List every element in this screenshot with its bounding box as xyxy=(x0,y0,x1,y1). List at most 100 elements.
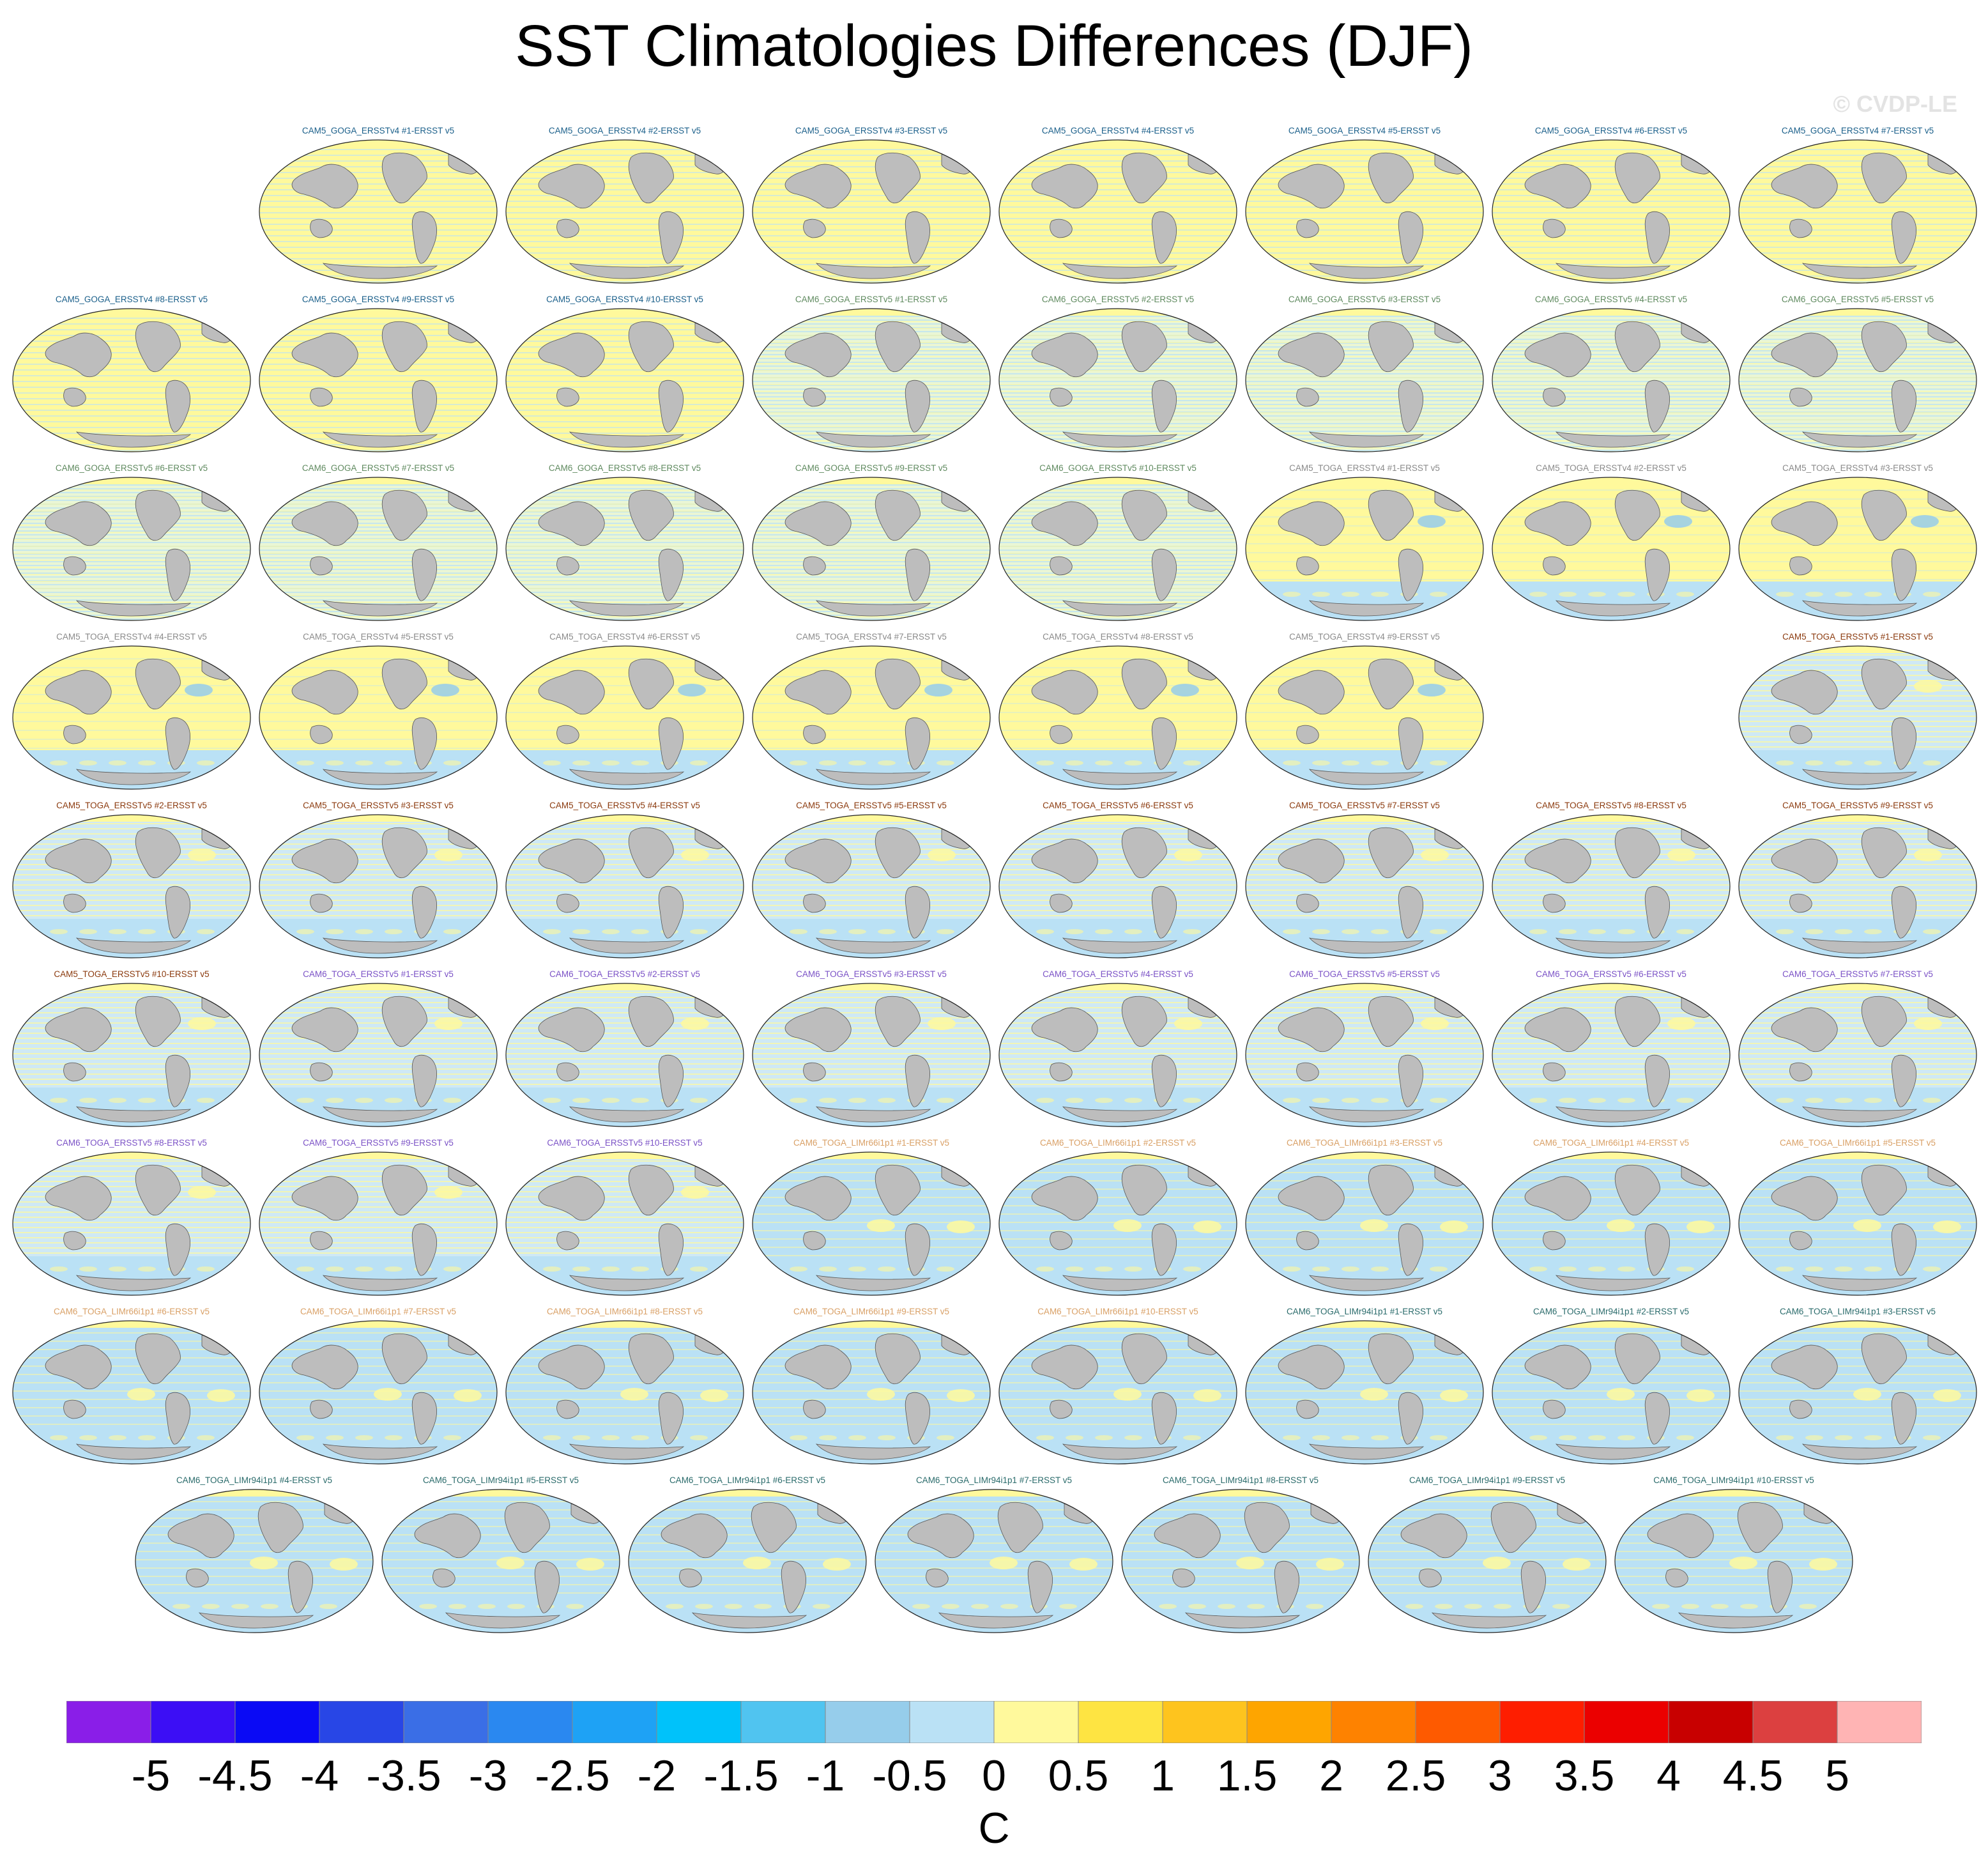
panel-label: CAM6_TOGA_ERSSTv5 #1-ERSST v5 xyxy=(303,969,454,979)
map-panel: CAM6_TOGA_ERSSTv5 #4-ERSST v5 xyxy=(997,969,1239,1128)
panel-label: CAM5_GOGA_ERSSTv4 #2-ERSST v5 xyxy=(548,126,701,135)
colorbar-swatch xyxy=(825,1701,910,1743)
sst-difference-map xyxy=(875,1489,1113,1633)
map-panel: CAM5_TOGA_ERSSTv5 #5-ERSST v5 xyxy=(750,800,993,960)
colorbar-swatch xyxy=(1584,1701,1669,1743)
sst-difference-map xyxy=(998,645,1237,790)
map-panel: CAM6_TOGA_ERSSTv5 #9-ERSST v5 xyxy=(257,1137,500,1297)
map-panel: CAM6_GOGA_ERSSTv5 #10-ERSST v5 xyxy=(997,463,1239,622)
colorbar-units-label: C xyxy=(978,1804,1010,1852)
colorbar-tick-label: 1.5 xyxy=(1216,1751,1278,1800)
sst-difference-map xyxy=(12,814,251,958)
map-panel: CAM5_TOGA_ERSSTv5 #1-ERSST v5 xyxy=(1736,631,1979,791)
colorbar-tick-label: -4.5 xyxy=(197,1751,273,1800)
colorbar-swatch xyxy=(909,1701,995,1743)
panel-label: CAM6_TOGA_LIMr66i1p1 #1-ERSST v5 xyxy=(793,1138,950,1148)
panel-label: CAM6_TOGA_LIMr94i1p1 #8-ERSST v5 xyxy=(1162,1475,1319,1485)
panel-label: CAM5_TOGA_ERSSTv4 #6-ERSST v5 xyxy=(549,632,700,642)
sst-difference-map xyxy=(1245,645,1484,790)
map-panel: CAM6_GOGA_ERSSTv5 #4-ERSST v5 xyxy=(1490,294,1732,454)
map-panel: CAM5_TOGA_ERSSTv4 #9-ERSST v5 xyxy=(1243,631,1486,791)
map-panel: CAM5_TOGA_ERSSTv5 #10-ERSST v5 xyxy=(10,969,253,1128)
map-panel: CAM6_TOGA_LIMr94i1p1 #1-ERSST v5 xyxy=(1243,1306,1486,1466)
panel-label: CAM6_TOGA_LIMr94i1p1 #9-ERSST v5 xyxy=(1409,1475,1566,1485)
colorbar-tick-label: 2 xyxy=(1319,1751,1343,1800)
panel-label: CAM6_TOGA_ERSSTv5 #7-ERSST v5 xyxy=(1782,969,1933,979)
map-panel: CAM5_TOGA_ERSSTv4 #3-ERSST v5 xyxy=(1736,463,1979,622)
colorbar-swatch xyxy=(993,1701,1079,1743)
sst-difference-map xyxy=(1492,983,1731,1127)
sst-difference-map xyxy=(998,814,1237,958)
map-panel: CAM6_TOGA_LIMr66i1p1 #1-ERSST v5 xyxy=(750,1137,993,1297)
sst-difference-map xyxy=(998,983,1237,1127)
map-panel: CAM6_GOGA_ERSSTv5 #8-ERSST v5 xyxy=(503,463,746,622)
panel-label: CAM6_TOGA_ERSSTv5 #4-ERSST v5 xyxy=(1043,969,1193,979)
sst-difference-map xyxy=(259,1151,498,1296)
sst-difference-map xyxy=(752,983,991,1127)
panel-label: CAM5_TOGA_ERSSTv5 #3-ERSST v5 xyxy=(303,801,454,810)
map-panel: CAM6_TOGA_LIMr94i1p1 #9-ERSST v5 xyxy=(1366,1475,1609,1635)
map-panel: CAM5_GOGA_ERSSTv4 #6-ERSST v5 xyxy=(1490,125,1732,285)
panel-label: CAM6_GOGA_ERSSTv5 #7-ERSST v5 xyxy=(302,463,455,473)
sst-difference-map xyxy=(1245,1320,1484,1465)
map-panel: CAM6_TOGA_LIMr94i1p1 #7-ERSST v5 xyxy=(873,1475,1115,1635)
sst-difference-map xyxy=(1738,139,1977,284)
colorbar-swatch xyxy=(403,1701,489,1743)
sst-difference-map xyxy=(752,477,991,621)
colorbar-tick-label: -2 xyxy=(637,1751,677,1800)
panel-label: CAM6_GOGA_ERSSTv5 #5-ERSST v5 xyxy=(1781,295,1934,304)
panel-label: CAM6_TOGA_ERSSTv5 #5-ERSST v5 xyxy=(1289,969,1440,979)
panel-label: CAM6_TOGA_LIMr94i1p1 #1-ERSST v5 xyxy=(1286,1307,1443,1316)
panel-label: CAM5_GOGA_ERSSTv4 #7-ERSST v5 xyxy=(1781,126,1934,135)
map-panel: CAM5_TOGA_ERSSTv4 #4-ERSST v5 xyxy=(10,631,253,791)
sst-difference-map xyxy=(998,1151,1237,1296)
panel-label: CAM6_TOGA_LIMr94i1p1 #10-ERSST v5 xyxy=(1653,1475,1814,1485)
sst-difference-map xyxy=(752,814,991,958)
map-panel: CAM5_TOGA_ERSSTv5 #8-ERSST v5 xyxy=(1490,800,1732,960)
sst-difference-map xyxy=(12,477,251,621)
sst-difference-map xyxy=(1121,1489,1360,1633)
colorbar-tick-label: -3 xyxy=(468,1751,508,1800)
colorbar-tick-label: -0.5 xyxy=(872,1751,947,1800)
map-panel: CAM6_TOGA_ERSSTv5 #2-ERSST v5 xyxy=(503,969,746,1128)
panel-label: CAM5_GOGA_ERSSTv4 #1-ERSST v5 xyxy=(302,126,455,135)
panel-label: CAM6_TOGA_ERSSTv5 #9-ERSST v5 xyxy=(303,1138,454,1148)
sst-difference-map xyxy=(1738,1320,1977,1465)
map-panel: CAM5_GOGA_ERSSTv4 #1-ERSST v5 xyxy=(257,125,500,285)
panel-label: CAM6_TOGA_LIMr94i1p1 #7-ERSST v5 xyxy=(915,1475,1073,1485)
colorbar-swatch xyxy=(572,1701,657,1743)
map-panel: CAM6_GOGA_ERSSTv5 #5-ERSST v5 xyxy=(1736,294,1979,454)
sst-difference-map xyxy=(1738,983,1977,1127)
map-panel: CAM5_GOGA_ERSSTv4 #2-ERSST v5 xyxy=(503,125,746,285)
map-panel: CAM5_TOGA_ERSSTv5 #4-ERSST v5 xyxy=(503,800,746,960)
panel-label: CAM6_TOGA_ERSSTv5 #10-ERSST v5 xyxy=(547,1138,703,1148)
sst-difference-map xyxy=(752,139,991,284)
map-panel: CAM6_TOGA_LIMr94i1p1 #8-ERSST v5 xyxy=(1119,1475,1362,1635)
map-panel: CAM5_TOGA_ERSSTv4 #6-ERSST v5 xyxy=(503,631,746,791)
sst-difference-map xyxy=(628,1489,867,1633)
map-panel: CAM6_GOGA_ERSSTv5 #2-ERSST v5 xyxy=(997,294,1239,454)
panel-label: CAM6_TOGA_LIMr94i1p1 #3-ERSST v5 xyxy=(1779,1307,1936,1316)
sst-difference-map xyxy=(381,1489,620,1633)
sst-difference-map xyxy=(752,645,991,790)
map-panel: CAM5_GOGA_ERSSTv4 #3-ERSST v5 xyxy=(750,125,993,285)
map-panel: CAM6_TOGA_LIMr66i1p1 #9-ERSST v5 xyxy=(750,1306,993,1466)
colorbar-tick-label: -3.5 xyxy=(366,1751,441,1800)
sst-difference-map xyxy=(1738,1151,1977,1296)
panel-label: CAM5_TOGA_ERSSTv5 #1-ERSST v5 xyxy=(1782,632,1933,642)
map-panel: CAM6_TOGA_LIMr94i1p1 #2-ERSST v5 xyxy=(1490,1306,1732,1466)
panel-label: CAM6_TOGA_LIMr94i1p1 #2-ERSST v5 xyxy=(1533,1307,1690,1316)
panel-label: CAM5_TOGA_ERSSTv5 #7-ERSST v5 xyxy=(1289,801,1440,810)
panel-label: CAM6_TOGA_ERSSTv5 #2-ERSST v5 xyxy=(549,969,700,979)
panel-label: CAM5_TOGA_ERSSTv5 #8-ERSST v5 xyxy=(1536,801,1686,810)
sst-difference-map xyxy=(752,1151,991,1296)
sst-difference-map xyxy=(259,477,498,621)
panel-label: CAM5_TOGA_ERSSTv5 #9-ERSST v5 xyxy=(1782,801,1933,810)
panel-label: CAM6_TOGA_LIMr66i1p1 #6-ERSST v5 xyxy=(53,1307,210,1316)
panel-label: CAM6_TOGA_LIMr66i1p1 #5-ERSST v5 xyxy=(1779,1138,1936,1148)
colorbar-swatch xyxy=(1415,1701,1501,1743)
map-panel: CAM6_TOGA_ERSSTv5 #8-ERSST v5 xyxy=(10,1137,253,1297)
sst-difference-map xyxy=(998,308,1237,452)
sst-difference-map xyxy=(12,1320,251,1465)
map-panel: CAM5_TOGA_ERSSTv4 #1-ERSST v5 xyxy=(1243,463,1486,622)
